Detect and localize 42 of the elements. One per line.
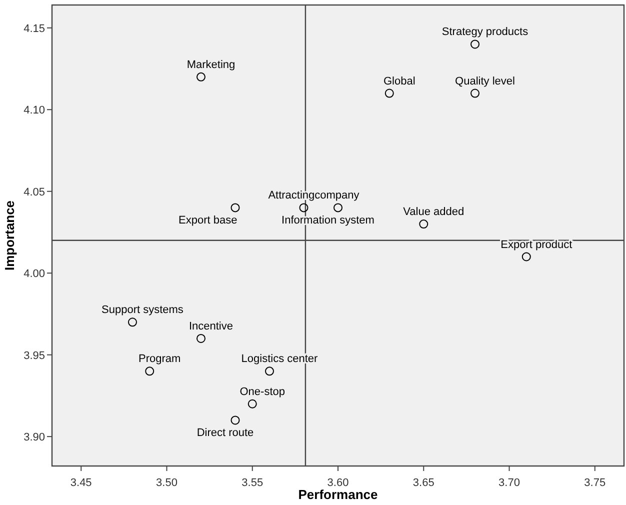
annotation: Export base <box>178 214 238 227</box>
point <box>522 252 531 262</box>
point <box>248 399 257 408</box>
x-axis-title: Performance <box>298 487 378 502</box>
y-tick-label: 4.15 <box>24 22 45 35</box>
annotation: Strategy products <box>442 26 529 38</box>
annotation: Export product <box>500 238 572 251</box>
point <box>196 72 206 82</box>
x-tick-label: 3.55 <box>242 477 264 489</box>
point <box>419 220 428 229</box>
annotation: Global <box>383 75 416 88</box>
x-tick-label: 3.70 <box>498 477 520 489</box>
y-tick-label: 4.05 <box>24 186 45 198</box>
point <box>145 366 154 376</box>
y-tick-label: 3.90 <box>24 432 45 444</box>
annotation: Program <box>138 353 181 366</box>
x-tick-label: 3.65 <box>412 477 434 489</box>
y-tick-label: 4.10 <box>24 104 45 117</box>
point <box>230 416 240 425</box>
annotation: Support systems <box>102 304 184 316</box>
annotation: One-stop <box>240 386 285 398</box>
y-axis-title: Importance <box>2 200 17 271</box>
point <box>264 366 274 376</box>
x-tick-label: 3.60 <box>327 477 349 489</box>
point <box>470 88 480 98</box>
point <box>299 203 308 212</box>
annotation: Value added <box>403 206 464 218</box>
y-tick-label: 4.00 <box>24 268 45 280</box>
point <box>470 40 480 49</box>
annotation: Marketing <box>186 58 236 71</box>
annotation: Quality level <box>455 75 515 88</box>
point <box>384 88 394 98</box>
annotation: Direct route <box>196 427 254 440</box>
annotation: Incentive <box>188 320 234 332</box>
y-tick-label: 3.95 <box>24 350 45 362</box>
x-tick-label: 3.45 <box>70 477 92 489</box>
x-tick-label: 3.75 <box>584 477 606 489</box>
point <box>196 334 206 343</box>
x-tick-label: 3.50 <box>156 477 178 489</box>
point <box>230 203 240 212</box>
point <box>334 203 342 212</box>
point <box>128 318 137 327</box>
